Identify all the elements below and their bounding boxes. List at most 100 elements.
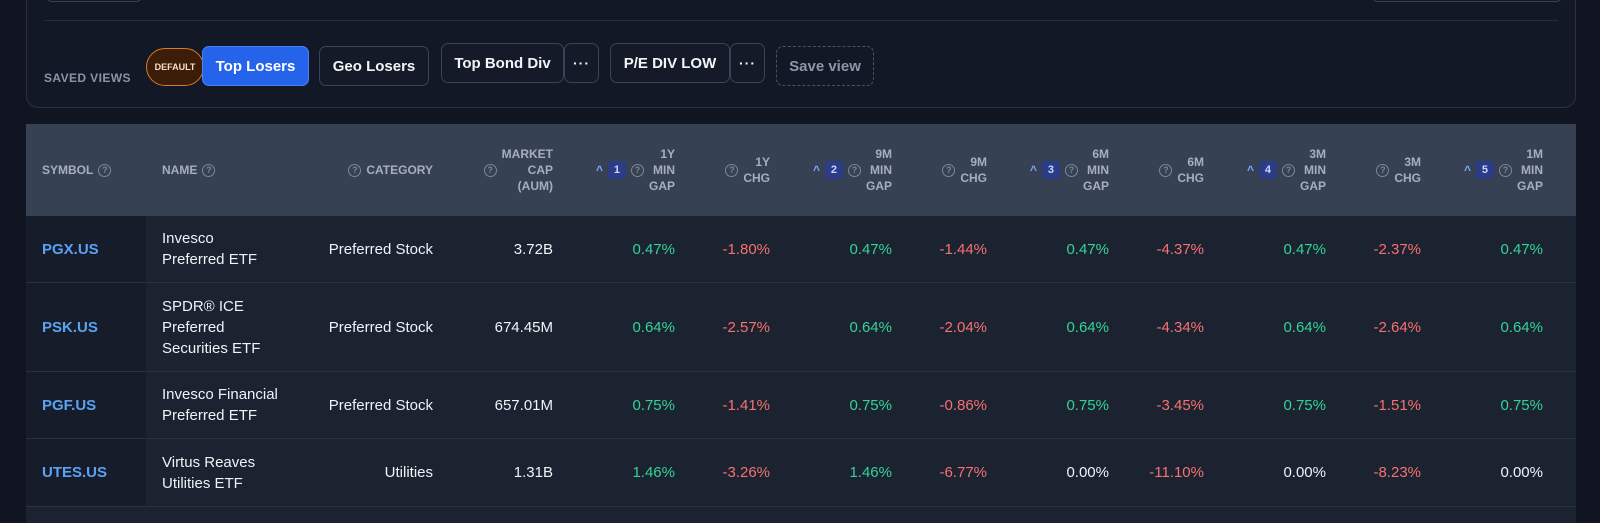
value-cell: -3.45% xyxy=(1156,396,1204,414)
value-cell: 0.00% xyxy=(1500,464,1543,481)
help-icon[interactable]: ? xyxy=(725,163,739,177)
header-6m-chg[interactable]: ? 6M CHG xyxy=(1159,154,1204,186)
sort-rank-badge: 3 xyxy=(1041,161,1060,179)
save-view-button[interactable]: Save view xyxy=(776,46,874,86)
symbol-link[interactable]: PGF.US xyxy=(42,396,97,414)
category-cell: Preferred Stock xyxy=(328,396,433,414)
header-text: CHG xyxy=(1177,171,1204,185)
value-cell: -1.41% xyxy=(722,396,770,414)
table-row[interactable]: UTES.US Virtus Reaves Utilities ETF Utiliti… xyxy=(26,439,1576,507)
header-text: MIN xyxy=(653,163,675,177)
sort-rank-badge: 2 xyxy=(824,161,843,179)
help-icon[interactable]: ? xyxy=(98,163,112,177)
help-icon[interactable]: ? xyxy=(1159,163,1173,177)
header-text: MIN xyxy=(870,163,892,177)
header-6m-min-gap[interactable]: ^ 3 ? 6M MIN GAP xyxy=(1030,146,1109,194)
default-badge[interactable]: DEFAULT xyxy=(146,48,204,86)
value-cell: 0.64% xyxy=(1500,318,1543,336)
help-icon[interactable]: ? xyxy=(942,163,956,177)
help-icon[interactable]: ? xyxy=(202,163,216,177)
help-icon[interactable]: ? xyxy=(1281,163,1295,177)
header-text: GAP xyxy=(1082,179,1109,193)
symbol-cell-bg xyxy=(26,372,146,438)
value-cell: -4.34% xyxy=(1156,318,1204,336)
symbol-link[interactable]: UTES.US xyxy=(42,464,108,481)
top-left-control[interactable] xyxy=(46,0,142,2)
header-3m-chg[interactable]: ? 3M CHG xyxy=(1376,154,1421,186)
header-text: CHG xyxy=(1394,171,1421,185)
value-cell: 0.75% xyxy=(1283,396,1326,414)
value-cell: 0.47% xyxy=(1283,240,1326,258)
header-market-cap[interactable]: ? MARKET CAP (AUM) xyxy=(483,146,553,194)
table-row[interactable]: PGF.US Invesco Financial Preferred ETF Pref… xyxy=(26,372,1576,439)
header-1y-chg[interactable]: ? 1Y CHG xyxy=(725,154,770,186)
help-icon[interactable]: ? xyxy=(348,163,362,177)
header-text: MARKET xyxy=(501,147,553,161)
view-geo-losers-button[interactable]: Geo Losers xyxy=(319,46,429,86)
help-icon[interactable]: ? xyxy=(483,163,497,177)
sort-asc-icon[interactable]: ^ xyxy=(812,163,820,177)
value-cell: -1.51% xyxy=(1373,396,1421,414)
sort-rank-badge: 4 xyxy=(1258,161,1277,179)
view-top-losers-button[interactable]: Top Losers xyxy=(202,46,309,86)
header-symbol[interactable]: SYMBOL ? xyxy=(42,162,112,178)
value-cell: 0.47% xyxy=(632,240,675,258)
header-9m-min-gap[interactable]: ^ 2 ? 9M MIN GAP xyxy=(813,146,892,194)
value-cell: 0.64% xyxy=(849,318,892,336)
top-right-control[interactable] xyxy=(1372,0,1562,2)
value-cell: 0.75% xyxy=(849,396,892,414)
help-icon[interactable]: ? xyxy=(1064,163,1078,177)
header-1y-min-gap[interactable]: ^ 1 ? 1Y MIN GAP xyxy=(596,146,675,194)
view-top-bond-div-more-button[interactable]: ··· xyxy=(564,43,599,83)
header-text: 1Y xyxy=(660,147,675,161)
header-text: 9M xyxy=(875,147,892,161)
etf-name: Invesco Financial Preferred ETF xyxy=(162,372,278,438)
market-cap-cell: 674.45M xyxy=(494,318,553,336)
view-pe-div-low-more-button[interactable]: ··· xyxy=(730,43,765,83)
help-icon[interactable]: ? xyxy=(1376,163,1390,177)
value-cell: 0.64% xyxy=(1283,318,1326,336)
header-text: CAP xyxy=(527,163,553,177)
etf-name-line: Preferred ETF xyxy=(162,251,258,268)
header-category[interactable]: ? CATEGORY xyxy=(348,162,433,178)
category-cell: Preferred Stock xyxy=(328,240,433,258)
header-text: 1Y xyxy=(755,155,770,169)
help-icon[interactable]: ? xyxy=(1498,163,1512,177)
saved-views-label: SAVED VIEWS xyxy=(44,71,131,85)
sort-asc-icon[interactable]: ^ xyxy=(1463,163,1471,177)
value-cell: 0.75% xyxy=(1500,396,1543,414)
value-cell: 0.75% xyxy=(1066,396,1109,414)
value-cell: 0.64% xyxy=(1066,318,1109,336)
header-3m-min-gap[interactable]: ^ 4 ? 3M MIN GAP xyxy=(1247,146,1326,194)
sort-asc-icon[interactable]: ^ xyxy=(595,163,603,177)
sort-asc-icon[interactable]: ^ xyxy=(1029,163,1037,177)
view-top-bond-div-button[interactable]: Top Bond Div xyxy=(441,43,564,83)
table-row[interactable]: PGX.US Invesco Preferred ETF Preferred Stoc… xyxy=(26,216,1576,283)
etf-name-line: Invesco Financial xyxy=(162,386,278,403)
value-cell: 1.46% xyxy=(849,464,892,481)
view-pe-div-low-button[interactable]: P/E DIV LOW xyxy=(610,43,730,83)
header-name[interactable]: NAME ? xyxy=(162,162,216,178)
header-text: CHG xyxy=(743,171,770,185)
value-cell: 0.47% xyxy=(1066,240,1109,258)
symbol-cell-bg xyxy=(26,439,146,506)
etf-name-line: Utilities ETF xyxy=(162,474,243,492)
sort-asc-icon[interactable]: ^ xyxy=(1246,163,1254,177)
header-symbol-label: SYMBOL xyxy=(42,163,94,177)
header-1m-min-gap[interactable]: ^ 5 ? 1M MIN GAP xyxy=(1464,146,1543,194)
table-row[interactable]: PSK.US SPDR® ICE Preferred Securities ETF Pr… xyxy=(26,283,1576,372)
panel-divider xyxy=(44,20,1558,21)
market-cap-cell: 3.72B xyxy=(513,240,553,258)
value-cell: 1.46% xyxy=(632,464,675,481)
value-cell: 0.64% xyxy=(632,318,675,336)
value-cell: -4.37% xyxy=(1156,240,1204,258)
symbol-link[interactable]: PSK.US xyxy=(42,318,98,336)
value-cell: -2.37% xyxy=(1373,240,1421,258)
symbol-link[interactable]: PGX.US xyxy=(42,240,99,258)
value-cell: 0.75% xyxy=(632,396,675,414)
help-icon[interactable]: ? xyxy=(847,163,861,177)
header-9m-chg[interactable]: ? 9M CHG xyxy=(942,154,987,186)
value-cell: -2.04% xyxy=(939,318,987,336)
symbol-cell-bg xyxy=(26,283,146,371)
help-icon[interactable]: ? xyxy=(630,163,644,177)
